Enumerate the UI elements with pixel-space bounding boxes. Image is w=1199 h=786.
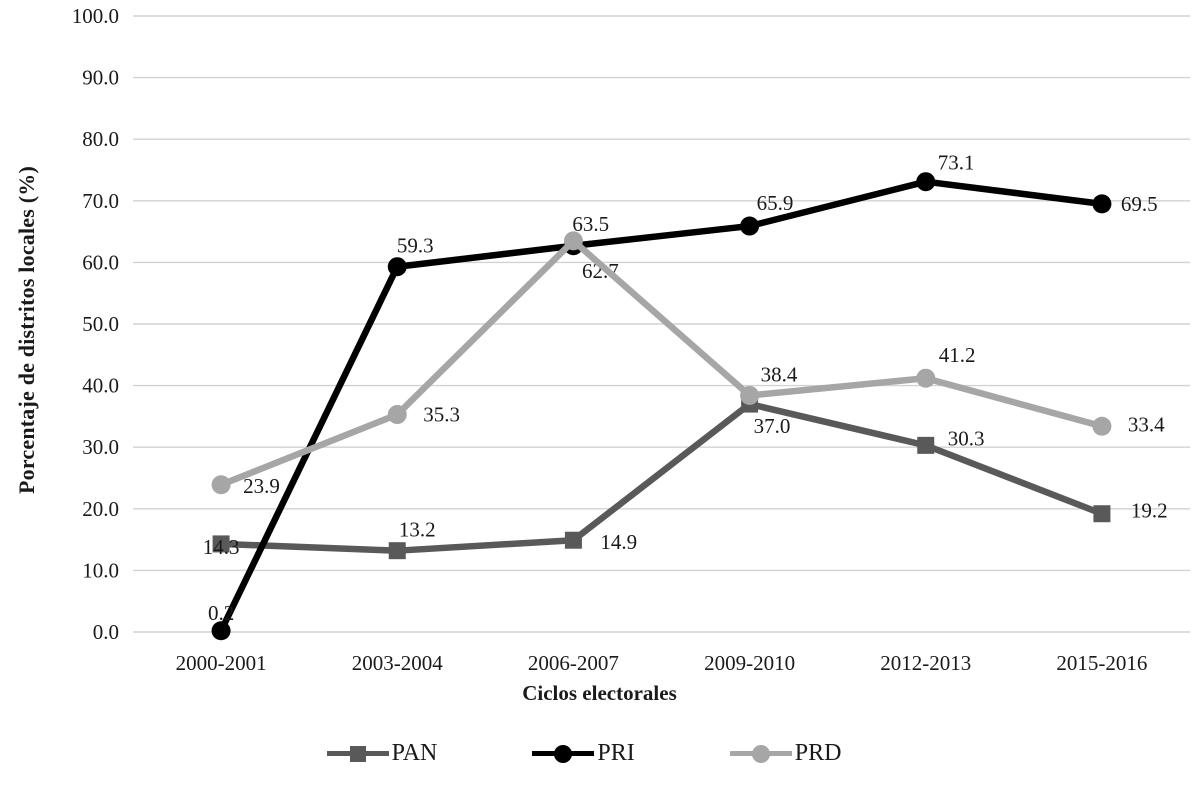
prd-series-marker-icon [729,742,792,766]
data-label-prd-3: 38.4 [761,362,798,386]
data-label-prd-2: 63.5 [572,212,609,236]
data-label-prd-4: 41.2 [939,343,976,367]
x-tick-label: 2006-2007 [528,651,619,675]
data-label-pan-2: 14.9 [600,530,637,554]
legend: PAN PRI PRD [0,740,1168,767]
x-axis-title: Ciclos electorales [522,681,677,705]
marker-prd-5 [1092,416,1112,436]
marker-pan-1 [388,542,406,560]
data-label-pri-3: 65.9 [757,191,794,215]
y-tick-label: 20.0 [82,497,119,521]
legend-label-pri: PRI [597,740,635,766]
marker-pri-0 [211,621,231,641]
series-line-prd [217,237,1106,489]
series-line-pan [217,400,1106,554]
data-label-pri-4: 73.1 [938,151,975,175]
marker-pan-2 [564,531,582,549]
data-label-pri-5: 69.5 [1121,192,1158,216]
y-tick-label: 30.0 [82,435,119,459]
data-label-pan-1: 13.2 [399,518,436,542]
legend-item-pan: PAN [326,740,438,767]
marker-prd-4 [916,368,936,388]
y-tick-label: 60.0 [82,250,119,274]
legend-item-prd: PRD [729,740,842,767]
legend-label-pan: PAN [391,740,438,766]
marker-pan-0 [212,535,230,553]
x-tick-label: 2000-2001 [176,651,267,675]
legend-item-pri: PRI [532,740,635,767]
x-tick-label: 2003-2004 [352,651,443,675]
marker-pri-3 [740,216,760,236]
pri-series-marker-icon [532,742,595,766]
marker-prd-2 [563,231,583,251]
x-tick-label: 2012-2013 [880,651,971,675]
marker-pri-1 [387,257,407,277]
y-tick-label: 0.0 [93,620,119,644]
marker-prd-3 [740,385,760,405]
pan-series-marker-icon [326,742,389,766]
data-label-pan-3: 37.0 [754,414,791,438]
y-axis-title: Porcentaje de distritos locales (%) [14,166,39,494]
y-tick-label: 40.0 [82,374,119,398]
y-tick-label: 80.0 [82,127,119,151]
data-label-prd-0: 23.9 [243,474,280,498]
data-label-pan-4: 30.3 [948,426,985,450]
marker-prd-1 [387,405,407,425]
series-line-pri [217,178,1106,635]
legend-label-prd: PRD [794,740,842,766]
marker-pan-4 [917,436,935,454]
data-label-prd-1: 35.3 [423,403,460,427]
data-label-pri-1: 59.3 [397,234,434,258]
y-tick-label: 100.0 [72,4,119,28]
data-label-pan-0: 14.3 [203,535,240,559]
marker-pan-5 [1093,505,1111,523]
x-tick-label: 2015-2016 [1056,651,1147,675]
marker-prd-0 [211,475,231,495]
data-label-prd-5: 33.4 [1128,412,1165,436]
marker-pri-5 [1092,194,1112,214]
y-tick-label: 90.0 [82,66,119,90]
y-tick-label: 70.0 [82,189,119,213]
data-label-pan-5: 19.2 [1131,499,1168,523]
x-tick-label: 2009-2010 [704,651,795,675]
data-label-pri-0: 0.2 [208,601,234,625]
y-tick-label: 10.0 [82,558,119,582]
y-tick-label: 50.0 [82,312,119,336]
marker-pri-4 [916,172,936,192]
